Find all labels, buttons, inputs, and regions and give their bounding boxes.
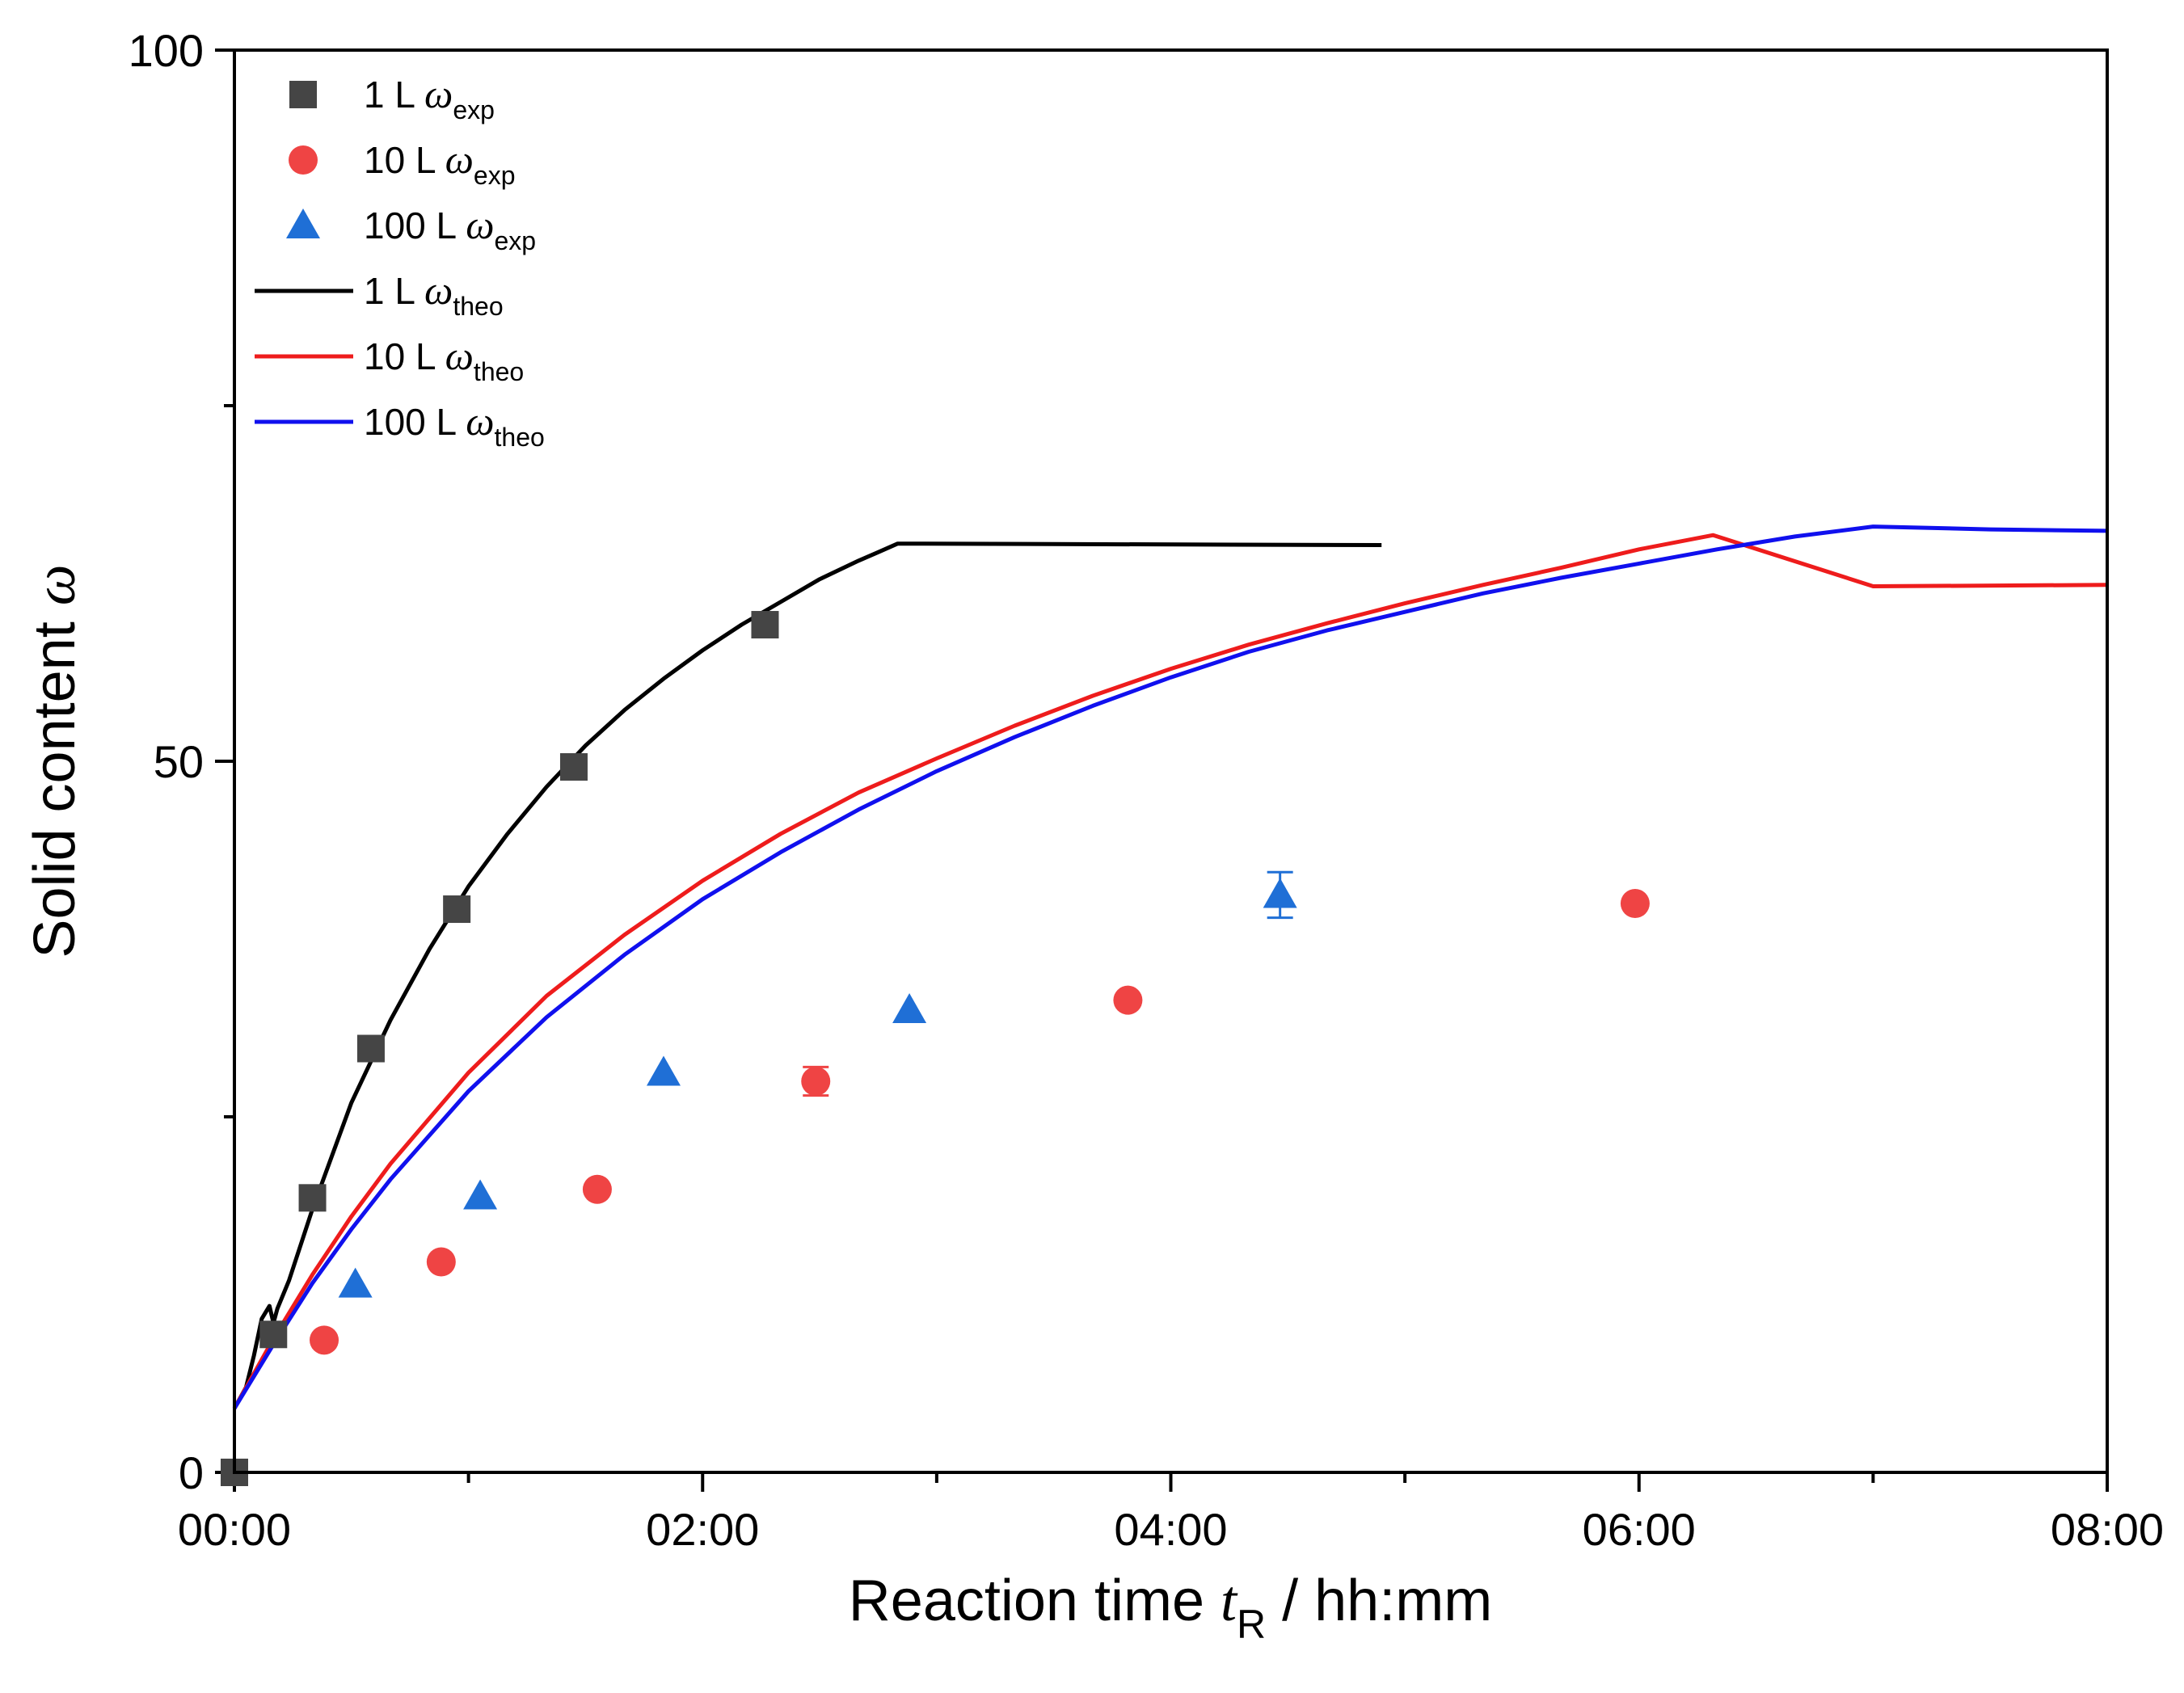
legend-swatch (289, 81, 317, 108)
series-line (232, 524, 2108, 1410)
x-axis-title: Reaction time tR / hh:mm (849, 1569, 1492, 1647)
data-point (646, 1055, 681, 1086)
y-tick-label: 0 (179, 1447, 204, 1498)
legend-label: 100 L ωtheo (364, 398, 545, 452)
data-point (426, 1247, 456, 1277)
x-tick-label: 04:00 (1114, 1504, 1227, 1555)
data-point (310, 1325, 339, 1355)
y-axis-title: Solid content ω (23, 564, 87, 958)
data-point (443, 895, 471, 924)
x-tick-label: 08:00 (2051, 1504, 2164, 1555)
x-tick-label: 00:00 (178, 1504, 291, 1555)
data-point (801, 1067, 831, 1096)
legend-label: 10 L ωtheo (364, 333, 524, 386)
data-point (751, 611, 779, 639)
legend-label: 10 L ωexp (364, 137, 516, 190)
y-tick-label: 50 (154, 736, 204, 787)
x-tick-label: 02:00 (646, 1504, 759, 1555)
legend-label: 1 L ωtheo (364, 267, 504, 321)
data-point (356, 1034, 385, 1063)
data-point (259, 1320, 288, 1349)
data-point (559, 753, 588, 781)
legend-swatch (286, 208, 320, 238)
legend: 1 L ωexp 10 L ωexp 100 L ωexp 1 L ωtheo 10 L… (255, 71, 545, 452)
series-line (232, 533, 2108, 1410)
plot-frame (233, 48, 2109, 1474)
data-point (1113, 985, 1143, 1015)
series-markers (221, 611, 1650, 1486)
legend-label: 100 L ωexp (364, 202, 536, 255)
data-point (892, 993, 927, 1023)
tick-labels: 00:00 02:00 04:00 06:00 08:00 0 50 100 (129, 25, 2165, 1555)
data-point (1263, 878, 1297, 908)
series-line (232, 541, 1382, 1410)
legend-label: 1 L ωexp (364, 71, 495, 124)
series-lines (232, 524, 2108, 1410)
legend-swatch (289, 145, 318, 175)
x-tick-label: 06:00 (1583, 1504, 1696, 1555)
data-point (582, 1174, 612, 1204)
data-point (463, 1179, 498, 1210)
data-point (298, 1184, 327, 1212)
data-point (1620, 889, 1650, 918)
data-point (338, 1267, 373, 1298)
y-tick-label: 100 (129, 25, 204, 76)
axes-ticks (215, 48, 2109, 1492)
